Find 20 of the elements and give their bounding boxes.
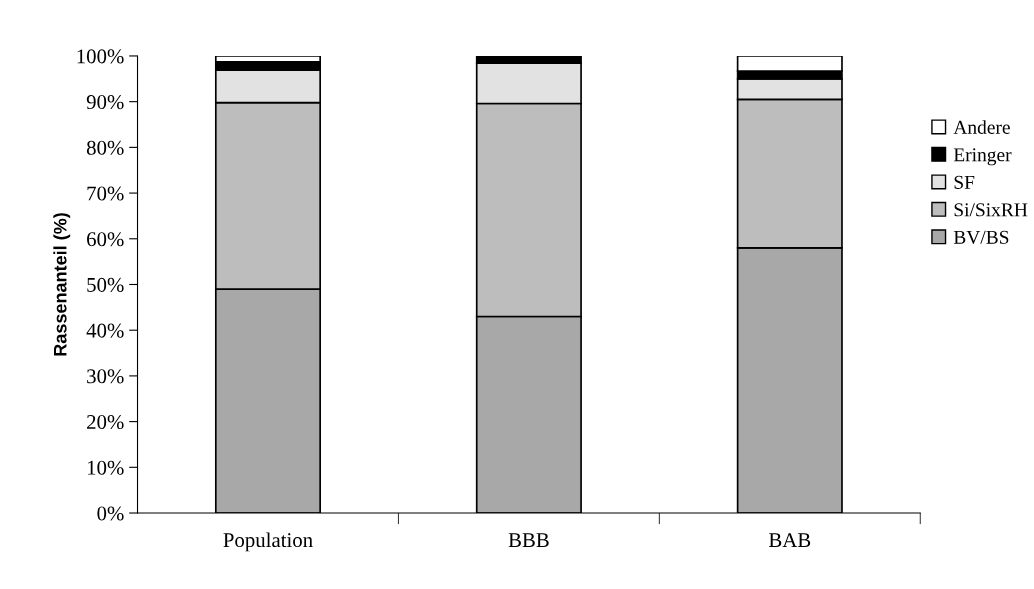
y-tick-label: 70% — [87, 186, 124, 201]
legend-label: Andere — [953, 120, 1010, 134]
y-tick-label: 100% — [77, 49, 124, 64]
legend-label: SF — [954, 175, 975, 189]
legend-label: Eringer — [953, 148, 1012, 166]
x-tick-label: Population — [223, 532, 313, 552]
y-tick-label: 40% — [86, 323, 124, 338]
y-tick-label: 30% — [87, 369, 124, 384]
y-axis-title: Rassenanteil (%) — [53, 213, 71, 356]
y-tick-label: 20% — [87, 414, 124, 430]
y-tick-label: 90% — [86, 95, 124, 110]
x-tick-label: BBB — [508, 533, 549, 547]
y-tick-label: 50% — [87, 277, 124, 292]
y-tick-label: 80% — [86, 140, 124, 155]
x-tick-label: BAB — [768, 533, 811, 547]
legend-label: Si/SixRH — [954, 203, 1028, 217]
legend-label: BV/BS — [953, 230, 1009, 244]
y-tick-label: 60% — [87, 232, 124, 247]
y-tick-label: 0% — [97, 506, 124, 521]
y-tick-label: 10% — [87, 460, 124, 475]
